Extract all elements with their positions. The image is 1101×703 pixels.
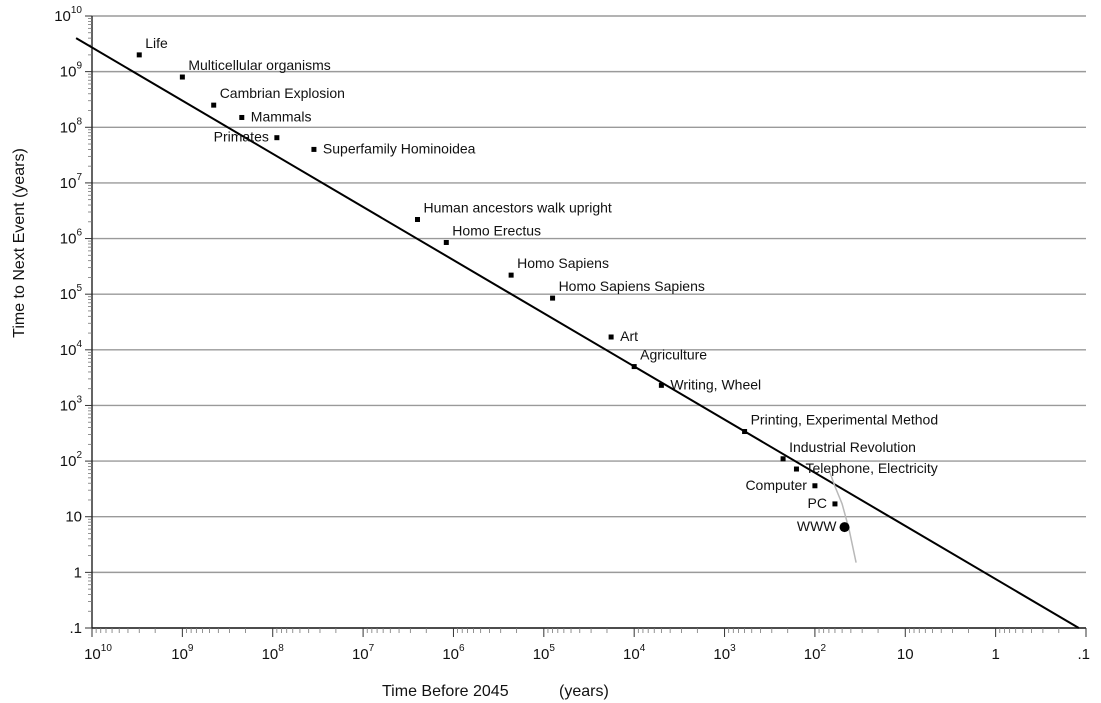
data-point xyxy=(179,74,185,80)
y-axis-label: Time to Next Event (years) xyxy=(11,148,28,338)
point-label: Homo Erectus xyxy=(452,222,541,238)
data-point xyxy=(311,146,317,152)
x-axis-label: Time Before 2045 xyxy=(382,683,509,700)
point-label: Primates xyxy=(214,129,269,145)
x-tick-label: 104 xyxy=(623,643,646,663)
point-label: Computer xyxy=(745,477,807,493)
data-point xyxy=(812,483,818,489)
y-tick-label: 109 xyxy=(60,61,83,81)
data-point xyxy=(136,52,142,58)
point-label: Art xyxy=(620,328,638,344)
point-label: Cambrian Explosion xyxy=(220,85,345,101)
y-tick-label: 1010 xyxy=(54,5,82,25)
data-point xyxy=(550,295,556,301)
data-point xyxy=(839,522,850,533)
data-point xyxy=(414,216,420,222)
axes xyxy=(85,15,1087,637)
point-label: Superfamily Hominoidea xyxy=(323,140,476,156)
point-label: Telephone, Electricity xyxy=(805,460,937,476)
y-tick-label: 106 xyxy=(60,228,83,248)
x-tick-label: 103 xyxy=(713,643,736,663)
x-axis-label-unit: (years) xyxy=(559,683,609,700)
data-point xyxy=(239,114,245,120)
data-point xyxy=(274,135,280,141)
x-tick-label: 10 xyxy=(897,646,914,663)
data-point xyxy=(832,501,838,507)
x-tick-label: 106 xyxy=(442,643,465,663)
data-points xyxy=(136,52,850,533)
y-tick-label: 108 xyxy=(60,116,83,136)
data-point xyxy=(742,429,748,435)
y-tick-label: .1 xyxy=(69,620,82,637)
y-tick-label: 105 xyxy=(60,283,83,303)
data-point xyxy=(211,102,217,108)
x-tick-label: 1010 xyxy=(84,643,112,663)
y-tick-label: 10 xyxy=(65,509,82,526)
data-point xyxy=(780,456,786,462)
y-tick-label: 107 xyxy=(60,172,83,192)
y-tick-label: 103 xyxy=(60,394,83,414)
x-tick-label: .1 xyxy=(1077,646,1090,663)
data-point xyxy=(631,364,637,370)
x-tick-label: 107 xyxy=(352,643,375,663)
point-labels: Life Multicellular organisms Cambrian Expl… xyxy=(145,35,938,534)
grid-lines xyxy=(92,15,1086,629)
data-point xyxy=(443,239,449,245)
x-tick-label: 108 xyxy=(262,643,285,663)
point-label: Homo Sapiens xyxy=(517,255,609,271)
trend-line xyxy=(75,37,1080,629)
data-point xyxy=(793,466,799,472)
point-label: Multicellular organisms xyxy=(188,57,330,73)
data-point xyxy=(608,334,614,340)
trend-lines xyxy=(75,37,1080,629)
point-label: Agriculture xyxy=(640,347,707,363)
point-label: Industrial Revolution xyxy=(789,439,916,455)
point-label: Life xyxy=(145,35,168,51)
x-tick-label: 109 xyxy=(171,643,194,663)
x-axis-tick-labels: 1010 109 108 107 106 105 104 103 102 10 1.1 xyxy=(84,643,1090,663)
point-label: Writing, Wheel xyxy=(670,376,761,392)
data-point xyxy=(508,272,514,278)
point-label: Mammals xyxy=(251,108,312,124)
point-label: Human ancestors walk upright xyxy=(423,199,611,215)
y-tick-label: 102 xyxy=(60,450,83,470)
point-label: Homo Sapiens Sapiens xyxy=(559,278,705,294)
x-tick-label: 105 xyxy=(533,643,556,663)
pc-trend-curve xyxy=(828,469,857,563)
point-label: WWW xyxy=(797,518,837,534)
point-label: PC xyxy=(808,495,827,511)
y-tick-label: 1 xyxy=(74,564,82,581)
point-label: Printing, Experimental Method xyxy=(751,412,939,428)
x-tick-label: 102 xyxy=(804,643,827,663)
data-point xyxy=(658,382,664,388)
x-tick-label: 1 xyxy=(991,646,999,663)
y-tick-label: 104 xyxy=(60,339,83,359)
